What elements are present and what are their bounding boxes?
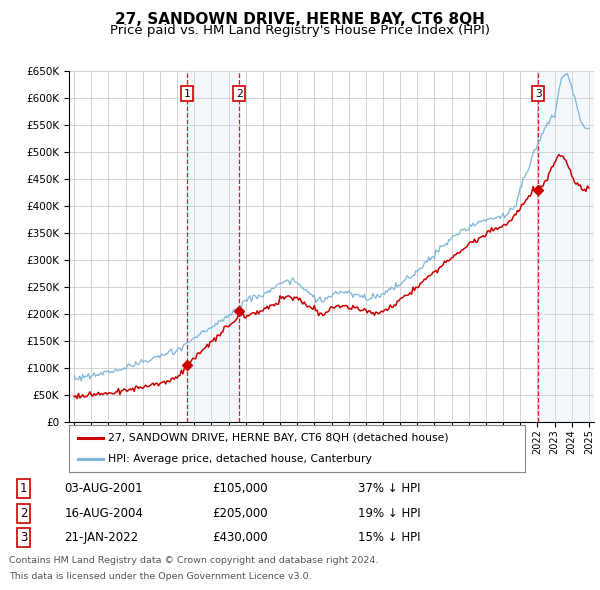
Text: 03-AUG-2001: 03-AUG-2001 <box>64 482 143 495</box>
Bar <box>538 71 598 422</box>
Text: 27, SANDOWN DRIVE, HERNE BAY, CT6 8QH (detached house): 27, SANDOWN DRIVE, HERNE BAY, CT6 8QH (d… <box>108 432 448 442</box>
Text: 3: 3 <box>20 532 27 545</box>
Text: 1: 1 <box>20 482 28 495</box>
Text: This data is licensed under the Open Government Licence v3.0.: This data is licensed under the Open Gov… <box>9 572 311 581</box>
Text: 2: 2 <box>20 507 28 520</box>
Text: 2: 2 <box>236 88 242 99</box>
Text: 3: 3 <box>535 88 542 99</box>
Text: 15% ↓ HPI: 15% ↓ HPI <box>358 532 421 545</box>
Text: 21-JAN-2022: 21-JAN-2022 <box>64 532 139 545</box>
Text: 27, SANDOWN DRIVE, HERNE BAY, CT6 8QH: 27, SANDOWN DRIVE, HERNE BAY, CT6 8QH <box>115 12 485 27</box>
Text: £205,000: £205,000 <box>212 507 268 520</box>
Text: Price paid vs. HM Land Registry's House Price Index (HPI): Price paid vs. HM Land Registry's House … <box>110 24 490 37</box>
Text: 16-AUG-2004: 16-AUG-2004 <box>64 507 143 520</box>
Text: 37% ↓ HPI: 37% ↓ HPI <box>358 482 421 495</box>
Text: Contains HM Land Registry data © Crown copyright and database right 2024.: Contains HM Land Registry data © Crown c… <box>9 556 379 565</box>
Text: £430,000: £430,000 <box>212 532 268 545</box>
Bar <box>187 71 239 422</box>
Text: 1: 1 <box>184 88 190 99</box>
Text: HPI: Average price, detached house, Canterbury: HPI: Average price, detached house, Cant… <box>108 454 371 464</box>
Text: 19% ↓ HPI: 19% ↓ HPI <box>358 507 421 520</box>
Text: £105,000: £105,000 <box>212 482 268 495</box>
